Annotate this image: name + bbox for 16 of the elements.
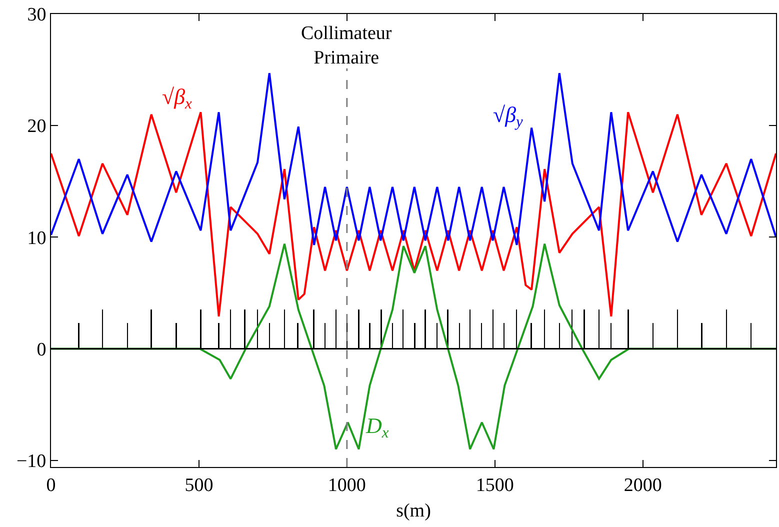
ref-line-label: Collimateur Primaire <box>301 23 392 69</box>
y-tick-label: 0 <box>36 339 46 360</box>
series-label: √β$_{y}$ <box>493 102 524 131</box>
line-series <box>51 72 776 246</box>
x-axis-title: s(m) <box>396 500 431 522</box>
x-tick-label: 1500 <box>476 474 514 496</box>
x-tick-label: 2000 <box>624 474 662 496</box>
series-label: √β$_{x}$ <box>162 84 192 113</box>
x-tick-label: 500 <box>184 474 214 496</box>
line-series <box>51 242 776 450</box>
y-tick-label: −10 <box>16 450 46 472</box>
y-tick-label: 20 <box>27 116 46 138</box>
y-tick-label: 30 <box>27 4 46 26</box>
y-tick-label: 10 <box>27 228 46 249</box>
x-tick-label: 1000 <box>328 474 366 496</box>
series-label: D$_{x}$ <box>365 413 389 442</box>
